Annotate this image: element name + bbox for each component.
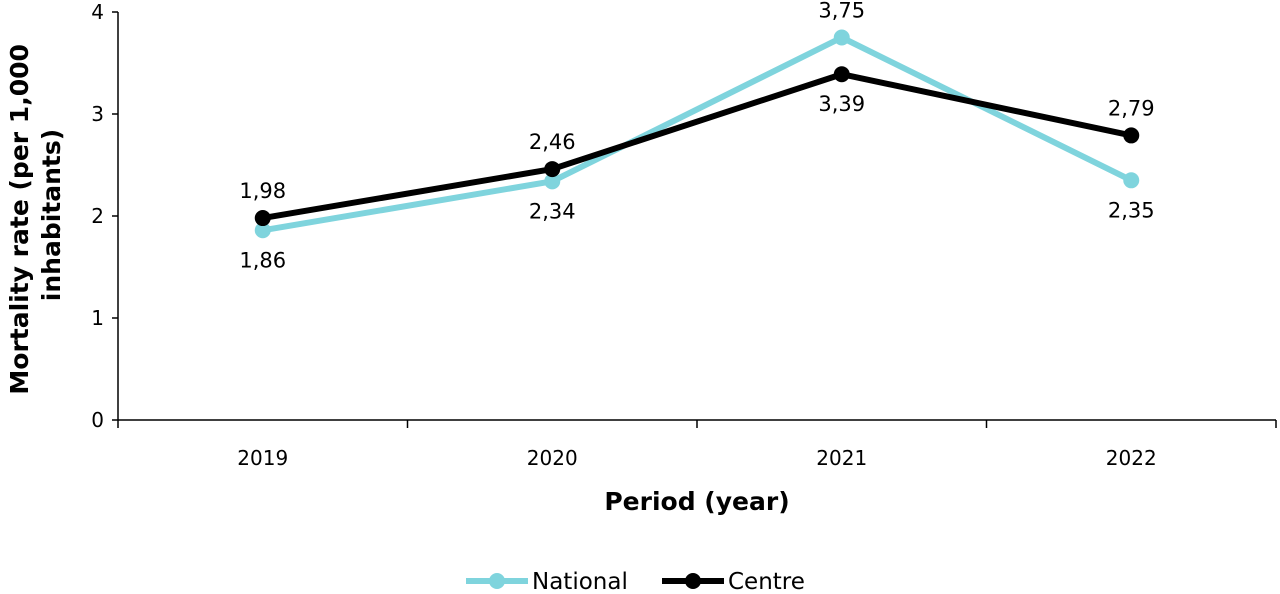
series-line-centre [262, 71, 1132, 221]
y-tick-label: 2 [91, 204, 104, 228]
data-label-centre: 3,39 [818, 92, 865, 116]
data-label-national: 2,34 [529, 199, 576, 223]
y-tick-label: 0 [91, 408, 104, 432]
data-point-national [833, 29, 850, 46]
y-tick-label: 1 [91, 306, 104, 330]
data-label-national: 1,86 [239, 248, 286, 272]
x-tick-label: 2022 [1106, 446, 1157, 470]
y-axis-title-line-2: inhabitants) [37, 129, 66, 301]
data-point-centre [254, 210, 271, 227]
x-tick-label: 2021 [816, 446, 867, 470]
series-line-national [262, 34, 1133, 234]
data-label-centre: 2,46 [529, 130, 576, 154]
y-axis: 0 1 2 3 4 [91, 0, 119, 432]
data-labels: 1,86 2,34 3,75 2,35 1,98 2,46 3,39 2,79 [239, 0, 1154, 272]
data-point-national [254, 222, 271, 239]
y-axis-title-line-1: Mortality rate (per 1,000 [5, 44, 34, 395]
data-point-centre [833, 66, 850, 83]
legend-label-national: National [532, 569, 628, 594]
data-point-national [1123, 172, 1140, 189]
legend: National Centre [466, 569, 805, 594]
legend-swatch-marker-national [489, 573, 505, 589]
data-label-national: 2,35 [1108, 198, 1155, 222]
data-label-centre: 2,79 [1108, 96, 1155, 120]
legend-label-centre: Centre [728, 569, 805, 594]
data-point-national [544, 173, 561, 190]
y-axis-title: Mortality rate (per 1,000 inhabitants) [5, 35, 66, 394]
legend-swatch-marker-centre [685, 573, 701, 589]
data-label-national: 3,75 [818, 0, 865, 23]
y-tick-label: 4 [91, 0, 104, 24]
data-point-centre [1123, 127, 1140, 144]
x-axis-title: Period (year) [604, 487, 789, 516]
x-axis: 2019 2020 2021 2022 [117, 419, 1277, 470]
x-tick-label: 2019 [237, 446, 288, 470]
data-point-centre [544, 161, 561, 178]
data-label-centre: 1,98 [239, 179, 286, 203]
series-group [254, 29, 1140, 239]
x-tick-label: 2020 [527, 446, 578, 470]
y-tick-label: 3 [91, 102, 104, 126]
